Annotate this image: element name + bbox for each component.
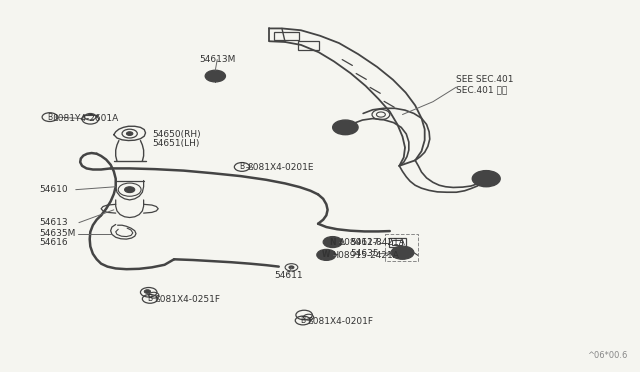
Circle shape — [127, 132, 133, 135]
Circle shape — [333, 120, 358, 135]
Text: ß081X4-0251F: ß081X4-0251F — [154, 295, 220, 304]
Circle shape — [205, 70, 225, 82]
Circle shape — [289, 266, 294, 269]
Text: Δ08912-8421A: Δ08912-8421A — [339, 238, 406, 247]
Text: Ч08915-2421A: Ч08915-2421A — [333, 251, 399, 260]
Circle shape — [472, 171, 500, 187]
Text: 54650(RH): 54650(RH) — [152, 130, 200, 139]
Text: 54616: 54616 — [40, 238, 68, 247]
Text: ^06*00.6: ^06*00.6 — [588, 351, 628, 360]
Text: SEE SEC.401: SEE SEC.401 — [456, 75, 514, 84]
Text: B: B — [300, 316, 305, 325]
Text: 54635: 54635 — [350, 249, 379, 258]
Text: 54651(LH): 54651(LH) — [152, 140, 199, 148]
Text: 54613: 54613 — [40, 218, 68, 227]
Text: 54613M: 54613M — [199, 55, 236, 64]
Text: 54610: 54610 — [40, 185, 68, 194]
Text: B: B — [47, 113, 52, 122]
Circle shape — [391, 246, 414, 259]
Text: SEC.401 参照: SEC.401 参照 — [456, 85, 508, 94]
Bar — [388, 238, 406, 247]
Circle shape — [144, 290, 150, 294]
Bar — [274, 32, 299, 40]
Text: ß081X4-0201F: ß081X4-0201F — [307, 317, 373, 326]
Circle shape — [125, 187, 135, 193]
Text: B: B — [147, 294, 152, 303]
Circle shape — [317, 249, 336, 260]
Circle shape — [483, 177, 490, 180]
Text: 54611: 54611 — [274, 271, 303, 280]
Text: ß081X4-0201E: ß081X4-0201E — [247, 163, 314, 172]
Circle shape — [323, 237, 342, 247]
Text: 54617: 54617 — [350, 238, 379, 247]
Text: B: B — [239, 163, 244, 171]
Circle shape — [343, 126, 348, 129]
Text: ß081Y4-2601A: ß081Y4-2601A — [52, 114, 118, 123]
Bar — [392, 240, 403, 246]
Text: W: W — [322, 250, 330, 259]
Bar — [298, 41, 319, 50]
Text: N: N — [330, 238, 336, 247]
Text: 54635M: 54635M — [40, 229, 76, 238]
